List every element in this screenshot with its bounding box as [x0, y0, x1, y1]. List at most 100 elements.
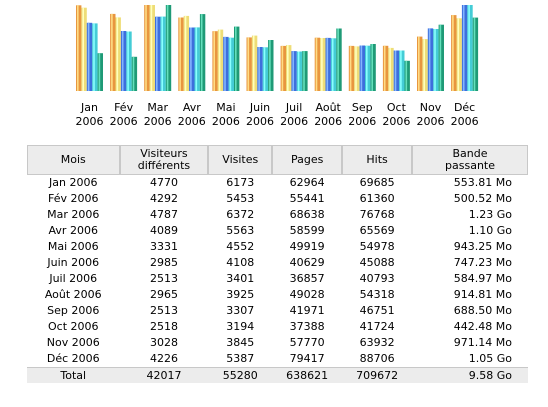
bar-visites-2 [149, 5, 155, 91]
bande-passante-cell: 553.81 Mo [453, 176, 512, 189]
month-cell: Fév 2006 [27, 191, 120, 207]
visites-cell: 6173 [226, 176, 255, 189]
bar-pages-5 [257, 47, 263, 91]
total-label: Total [27, 367, 120, 383]
pages-cell: 40629 [272, 255, 343, 271]
bar-pages-4 [223, 36, 229, 91]
bar-hits-4 [228, 37, 234, 91]
bar-pages-7 [325, 37, 331, 91]
total-row: Total 42017 55280 638621 709672 9.58 Go [27, 367, 528, 383]
table-row: Juil 2006 2513 3401 36857 40793 584.97 Mo [27, 271, 528, 287]
visiteurs-cell: 2518 [119, 319, 209, 335]
bar-bande_passante-1 [131, 56, 138, 91]
x-tick-label-year: 2006 [178, 115, 206, 128]
bar-hits-7 [330, 38, 337, 91]
bar-hits-1 [126, 31, 132, 91]
pages-cell: 49919 [289, 240, 325, 253]
bar-visites-4 [217, 29, 224, 92]
month-cell: Mai 2006 [47, 240, 99, 253]
hits-cell: 46751 [359, 304, 395, 317]
x-tick-label-year: 2006 [144, 115, 172, 128]
bar-bande_passante-2 [165, 5, 172, 91]
bande-passante-cell: 914.81 Mo [412, 287, 528, 303]
x-tick-label-month: Déc [454, 101, 475, 114]
x-tick-label-year: 2006 [417, 115, 445, 128]
bar-pages-2 [155, 16, 161, 92]
x-tick-label-year: 2006 [382, 115, 410, 128]
x-tick-label-month: Fév [114, 101, 133, 114]
x-tick-label-month: Oct [387, 101, 407, 114]
bar-pages-1 [120, 31, 127, 91]
visiteurs-cell: 2985 [119, 255, 209, 271]
x-tick-label-year: 2006 [348, 115, 376, 128]
x-tick-label-month: Mai [216, 101, 235, 114]
hits-cell: 54318 [342, 287, 413, 303]
visiteurs-cell: 4770 [149, 176, 178, 189]
bar-visites-6 [286, 45, 292, 91]
bar-bande_passante-6 [302, 51, 308, 91]
bar-visites-10 [422, 39, 428, 91]
total-hits: 709672 [342, 367, 413, 383]
bar-hits-10 [433, 29, 439, 91]
month-cell: Jan 2006 [49, 176, 98, 189]
bande-passante-cell: 1.05 Go [412, 351, 528, 367]
header-hits: Hits [342, 145, 413, 175]
pages-cell: 57770 [289, 336, 325, 349]
hits-cell: 88706 [342, 351, 413, 367]
table-row: Sep 2006 2513 3307 41971 46751 688.50 Mo [27, 303, 528, 319]
hits-cell: 63932 [359, 336, 395, 349]
bande-passante-cell: 442.48 Mo [412, 319, 528, 335]
x-tick-label-year: 2006 [451, 115, 479, 128]
bar-pages-6 [291, 51, 297, 91]
hits-cell: 41724 [342, 319, 413, 335]
bar-visites-1 [115, 17, 121, 91]
bar-visites-7 [320, 38, 326, 91]
pages-cell: 41971 [289, 304, 325, 317]
bar-visiteurs-11 [451, 15, 457, 92]
bar-visiteurs-8 [348, 45, 355, 91]
bar-visiteurs-4 [212, 31, 218, 91]
x-tick-label-year: 2006 [280, 115, 308, 128]
bar-bande_passante-5 [268, 40, 274, 91]
pages-cell: 79417 [272, 351, 343, 367]
hits-cell: 65569 [342, 223, 413, 239]
bar-hits-11 [467, 5, 473, 91]
header-bande-passante: Bande passante [412, 145, 528, 175]
pages-cell: 36857 [289, 272, 325, 285]
pages-cell: 58599 [272, 223, 343, 239]
table-row: Fév 2006 4292 5453 55441 61360 500.52 Mo [27, 191, 528, 207]
visites-cell: 5453 [208, 191, 273, 207]
x-tick-label-year: 2006 [110, 115, 138, 128]
bar-visites-5 [251, 35, 258, 91]
visiteurs-cell: 4226 [119, 351, 209, 367]
x-tick-label-month: Mar [147, 101, 168, 114]
table-row: Jan 2006 4770 6173 62964 69685 553.81 Mo [27, 175, 528, 191]
bande-passante-cell: 747.23 Mo [412, 255, 528, 271]
bar-bande_passante-8 [370, 44, 376, 91]
bar-visiteurs-0 [76, 5, 82, 91]
visites-cell: 4108 [208, 255, 273, 271]
month-cell: Oct 2006 [27, 319, 120, 335]
bar-hits-8 [365, 45, 371, 91]
hits-cell: 45088 [342, 255, 413, 271]
bar-pages-8 [359, 45, 365, 91]
visites-cell: 5387 [208, 351, 273, 367]
bar-visiteurs-1 [110, 13, 116, 91]
bar-hits-5 [262, 47, 269, 91]
header-pages: Pages [272, 145, 343, 175]
visiteurs-cell: 4089 [119, 223, 209, 239]
pages-cell: 55441 [272, 191, 343, 207]
bar-hits-9 [399, 50, 405, 91]
bande-passante-cell: 1.10 Go [412, 223, 528, 239]
table-row: Mar 2006 4787 6372 68638 76768 1.23 Go [27, 207, 528, 223]
bar-bande_passante-0 [97, 53, 103, 91]
bar-pages-10 [427, 28, 434, 91]
visiteurs-cell: 3028 [149, 336, 178, 349]
hits-cell: 69685 [359, 176, 395, 189]
month-cell: Nov 2006 [46, 336, 100, 349]
bande-passante-cell: 943.25 Mo [453, 240, 512, 253]
bande-passante-cell: 688.50 Mo [453, 304, 512, 317]
visites-cell: 3925 [208, 287, 273, 303]
visites-cell: 3307 [226, 304, 255, 317]
bar-visites-8 [354, 46, 360, 91]
